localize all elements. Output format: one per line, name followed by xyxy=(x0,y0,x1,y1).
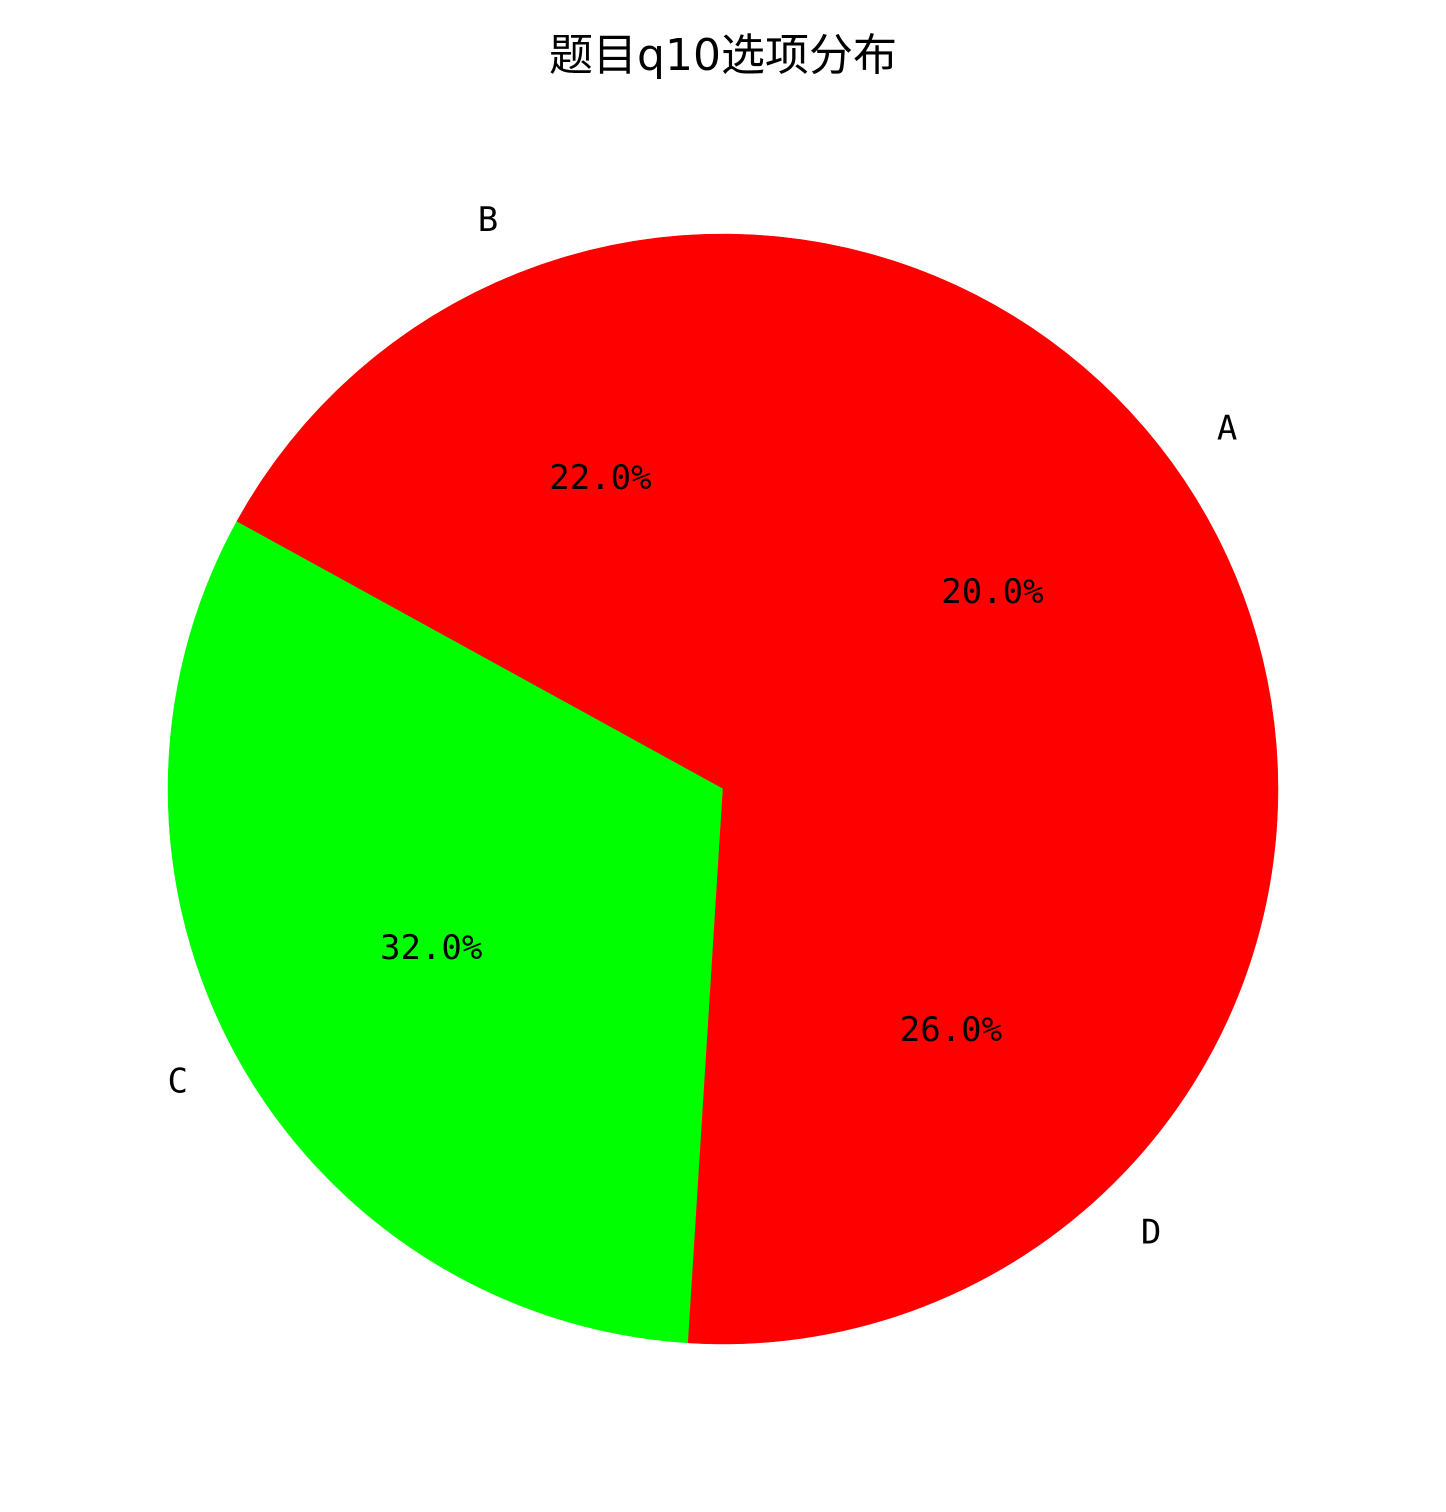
slice-label-b: B xyxy=(478,200,498,240)
pie-slice-d xyxy=(687,788,1279,1345)
pie-slices xyxy=(167,233,1279,1345)
slice-percent-b: 22.0% xyxy=(549,458,651,498)
chart-title: 题目q10选项分布 xyxy=(549,30,897,81)
slice-percent-d: 26.0% xyxy=(900,1010,1002,1050)
pie-slice-b xyxy=(236,233,895,790)
pie-labels: A 20.0% B 22.0% C 32.0% D 26.0% xyxy=(168,200,1238,1253)
slice-percent-a: 20.0% xyxy=(941,572,1043,612)
slice-label-c: C xyxy=(168,1062,188,1102)
pie-slice-a xyxy=(722,260,1279,790)
slice-label-a: A xyxy=(1217,409,1237,449)
slice-percent-c: 32.0% xyxy=(380,928,482,968)
pie-slice-c xyxy=(167,521,724,1344)
slice-label-d: D xyxy=(1141,1213,1161,1253)
